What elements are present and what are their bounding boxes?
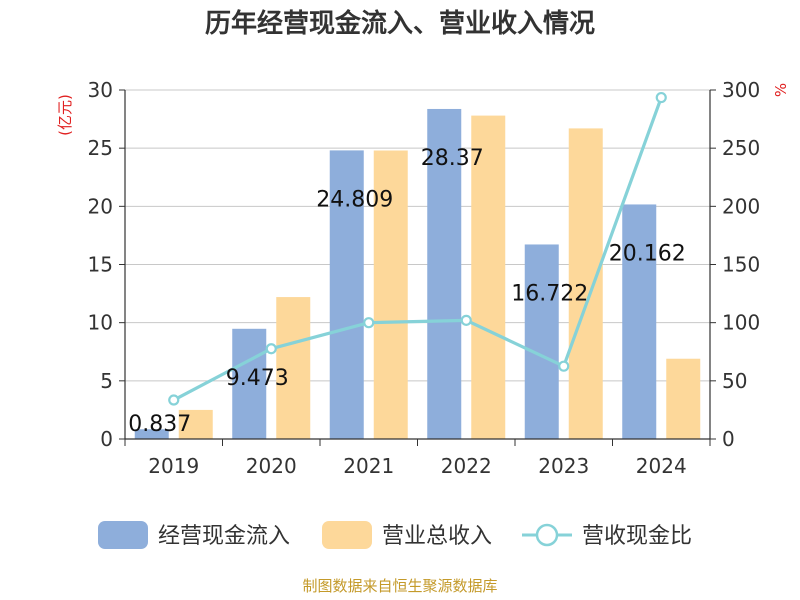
bar-cash-inflow [329, 150, 364, 440]
legend-label: 经营现金流入 [158, 524, 290, 549]
ratio-point [460, 314, 472, 326]
bar-revenue [666, 358, 701, 439]
left-tick-label: 0 [100, 427, 113, 451]
data-label: 20.162 [609, 241, 686, 266]
bar-cash-inflow [622, 204, 657, 439]
right-tick-label: 50 [722, 369, 747, 393]
x-tick-label: 2020 [246, 454, 297, 478]
left-tick-label: 5 [100, 369, 113, 393]
x-tick-label: 2019 [148, 454, 199, 478]
data-label: 28.37 [421, 146, 484, 171]
gridlines [125, 89, 710, 382]
chart-title: 历年经营现金流入、营业收入情况 [205, 8, 595, 39]
legend-swatch-revenue [322, 521, 372, 549]
left-tick-label: 30 [88, 78, 113, 102]
x-tick-label: 2022 [441, 454, 492, 478]
right-tick-label: 150 [722, 253, 760, 277]
right-axis-unit: % [772, 83, 790, 97]
legend-marker-ratio [535, 523, 559, 547]
ratio-line [168, 91, 667, 406]
right-tick-label: 0 [722, 427, 735, 451]
ratio-point [655, 91, 667, 104]
bar-revenue [276, 297, 311, 439]
bar-cash-inflow [232, 328, 267, 439]
legend-label: 营收现金比 [582, 524, 692, 549]
bar-cash-inflow [427, 108, 462, 439]
x-tick-label: 2023 [538, 454, 589, 478]
legend: 经营现金流入 营业总收入 营收现金比 [98, 521, 692, 549]
bars [134, 108, 701, 440]
x-tick-label: 2024 [636, 454, 687, 478]
left-tick-label: 15 [88, 253, 113, 277]
left-tick-label: 20 [88, 194, 113, 218]
bar-revenue [178, 409, 213, 439]
ratio-point [558, 360, 570, 372]
ratio-point [265, 343, 277, 355]
data-source-note: 制图数据来自恒生聚源数据库 [302, 577, 497, 595]
legend-label: 营业总收入 [382, 524, 492, 549]
right-tick-label: 300 [722, 78, 760, 102]
bar-cash-inflow [134, 429, 169, 439]
bar-revenue [373, 150, 408, 439]
data-label: 9.473 [226, 366, 289, 391]
left-axis-unit: (亿元) [56, 94, 74, 136]
ratio-point [363, 317, 375, 329]
ratio-point [168, 394, 180, 406]
right-tick-label: 100 [722, 311, 760, 335]
ratio-line-path [173, 97, 663, 402]
legend-swatch-cash-inflow [98, 521, 148, 549]
bar-cash-inflow [524, 244, 559, 439]
left-tick-label: 25 [88, 136, 113, 160]
data-label: 24.809 [316, 187, 393, 212]
left-tick-label: 10 [88, 311, 113, 335]
right-tick-label: 200 [722, 194, 760, 218]
right-tick-label: 250 [722, 136, 760, 160]
data-labels: 0.837 9.473 24.809 28.37 16.722 20.162 [128, 146, 685, 437]
bar-revenue [471, 115, 506, 440]
data-label: 0.837 [128, 412, 191, 437]
x-tick-label: 2021 [343, 454, 394, 478]
data-label: 16.722 [511, 281, 588, 306]
bar-revenue [568, 128, 603, 439]
